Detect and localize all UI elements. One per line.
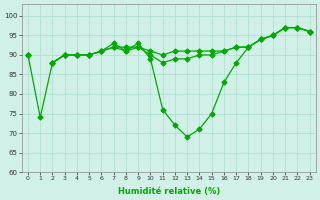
X-axis label: Humidité relative (%): Humidité relative (%) bbox=[118, 187, 220, 196]
